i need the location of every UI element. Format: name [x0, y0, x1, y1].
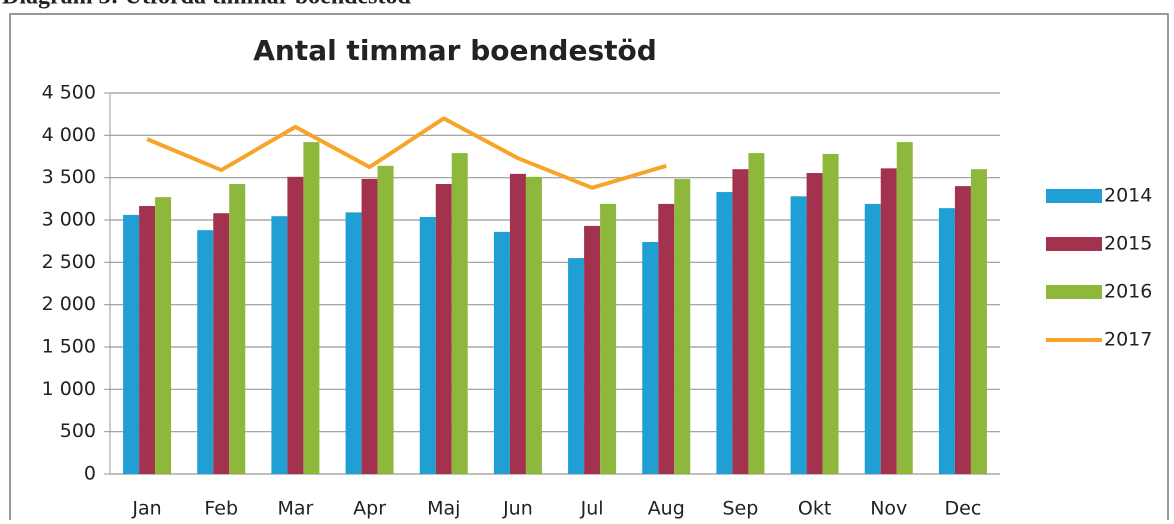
bar [123, 214, 140, 475]
x-tick-label: Maj [427, 498, 460, 520]
bar [896, 142, 913, 474]
bar [864, 203, 881, 474]
bar [509, 173, 526, 474]
bar [790, 196, 807, 474]
x-tick-label: Okt [798, 498, 831, 520]
y-tick-label: 1 000 [42, 378, 96, 400]
y-tick-label: 3 000 [42, 209, 96, 231]
y-tick-label: 500 [60, 420, 96, 442]
chart-frame [9, 13, 1169, 524]
legend-label: 2017 [1104, 329, 1152, 351]
bar [229, 184, 246, 474]
bar [568, 258, 585, 474]
x-tick-label: Apr [353, 498, 386, 520]
bar [732, 169, 749, 474]
bar [938, 208, 955, 474]
bar [525, 176, 542, 474]
x-tick-label: Feb [204, 498, 238, 520]
bar [822, 153, 839, 474]
chart-title: Antal timmar boendestöd [253, 34, 657, 67]
bar [197, 230, 214, 474]
legend-swatch [1046, 285, 1102, 299]
bar [970, 169, 987, 474]
bar [287, 176, 304, 474]
x-tick-label: Jul [580, 498, 604, 520]
bar [139, 206, 156, 474]
legend-swatch [1046, 189, 1102, 203]
bar [213, 213, 230, 474]
bar [377, 165, 394, 474]
legend-label: 2014 [1104, 185, 1152, 207]
y-tick-label: 2 000 [42, 293, 96, 315]
bar [303, 142, 320, 474]
y-tick-label: 4 500 [42, 82, 96, 104]
x-tick-label: Dec [945, 498, 982, 520]
y-tick-label: 4 000 [42, 124, 96, 146]
bar [419, 217, 436, 474]
y-tick-label: 1 500 [42, 336, 96, 358]
bar [345, 212, 362, 474]
bar [642, 242, 659, 474]
bar [435, 184, 452, 474]
x-tick-label: Jun [502, 498, 533, 520]
bar [748, 153, 765, 474]
legend-swatch [1046, 237, 1102, 251]
bar [271, 216, 288, 474]
legend-label: 2016 [1104, 281, 1152, 303]
bar [361, 178, 378, 475]
x-tick-label: Sep [723, 498, 759, 520]
x-tick-label: Mar [277, 498, 313, 520]
line [146, 116, 667, 190]
y-tick-label: 0 [84, 463, 96, 485]
bar [451, 153, 468, 474]
caption: Diagram 3: Utförda timmar boendestöd [2, 0, 411, 10]
bar [954, 186, 971, 474]
x-tick-label: Nov [870, 498, 907, 520]
bar [806, 173, 823, 474]
bar [155, 197, 172, 474]
x-tick-label: Aug [648, 498, 685, 520]
bar [716, 192, 733, 474]
legend-label: 2015 [1104, 233, 1152, 255]
y-tick-label: 2 500 [42, 251, 96, 273]
bar [600, 203, 617, 474]
y-tick-label: 3 500 [42, 166, 96, 188]
bar [674, 178, 691, 475]
bar [658, 203, 675, 474]
x-tick-label: Jan [131, 498, 161, 520]
bar [880, 168, 897, 474]
bar [584, 225, 601, 474]
bar [493, 231, 510, 474]
